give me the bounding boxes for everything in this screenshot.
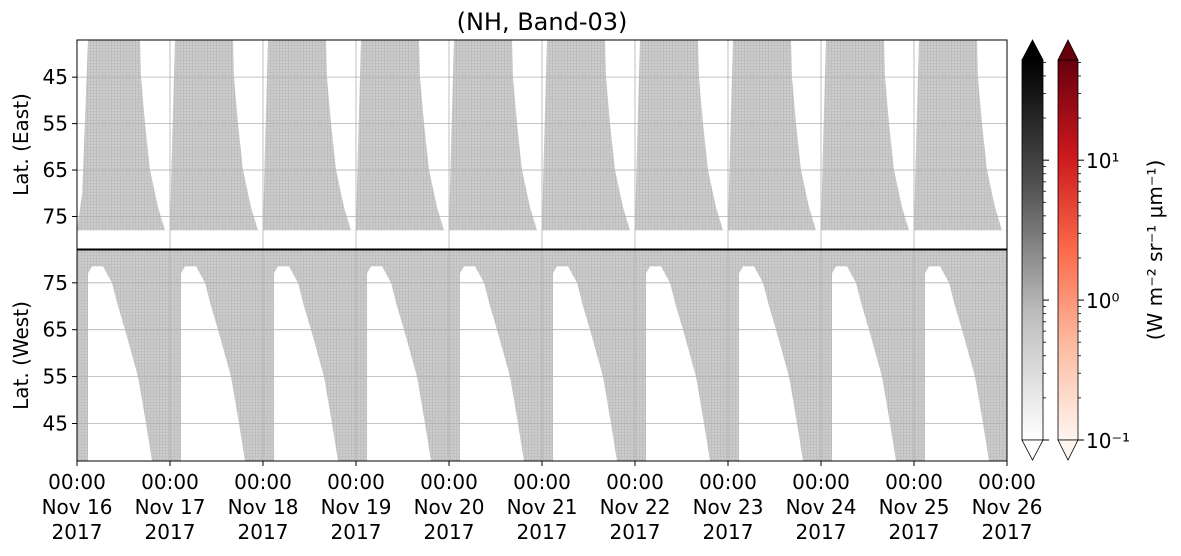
x-tick-label-line: Nov 18 (228, 495, 299, 519)
data-gap (326, 40, 361, 231)
colorbar-extend-max (1021, 39, 1044, 61)
x-tick-label-line: 2017 (145, 520, 196, 544)
x-tick-label: 00:00 Nov 16 2017 (42, 470, 113, 544)
colorbar-extend-max (1057, 39, 1079, 61)
x-tick-label: 00:00 Nov 21 2017 (507, 470, 578, 544)
data-gap (698, 40, 733, 231)
y-tick-label: 65 (43, 158, 68, 182)
y-tick-label: 75 (43, 204, 68, 228)
x-tick-label-line: Nov 25 (879, 495, 950, 519)
x-tick-label: 00:00 Nov 22 2017 (600, 470, 671, 544)
data-gap (512, 40, 547, 231)
data-gap (791, 40, 826, 231)
data-gap (646, 266, 710, 461)
x-tick-label: 00:00 Nov 20 2017 (414, 470, 485, 544)
x-tick-label: 00:00 Nov 24 2017 (786, 470, 857, 544)
data-gap (832, 266, 896, 461)
data-gap (605, 40, 640, 231)
colorbar-extend-min (1021, 439, 1044, 461)
x-tick-label-line: 2017 (52, 520, 103, 544)
data-gap (77, 40, 88, 231)
x-tick-label-line: 2017 (424, 520, 475, 544)
y-tick-label: 45 (43, 411, 68, 435)
x-tick-label-line: 00:00 (699, 470, 757, 494)
x-tick-label: 00:00 Nov 25 2017 (879, 470, 950, 544)
data-gap (233, 40, 268, 231)
panel-frame (76, 249, 1008, 462)
x-tick-label-line: Nov 17 (135, 495, 206, 519)
data-gap (977, 40, 1007, 231)
x-tick-label-line: Nov 24 (786, 495, 857, 519)
data-gap (884, 40, 919, 231)
x-tick-label-line: 00:00 (606, 470, 664, 494)
data-gap (140, 40, 175, 231)
x-tick-label: 00:00 Nov 26 2017 (972, 470, 1043, 544)
data-gap (419, 40, 454, 231)
x-tick-label-line: 2017 (238, 520, 289, 544)
chart-title: (NH, Band-03) (457, 8, 628, 36)
x-tick-label-line: 00:00 (48, 470, 106, 494)
x-tick-label: 00:00 Nov 17 2017 (135, 470, 206, 544)
data-gap (274, 266, 338, 461)
x-tick-label-line: 2017 (610, 520, 661, 544)
x-tick-label-line: Nov 23 (693, 495, 764, 519)
y-tick-label: 45 (43, 65, 68, 89)
x-tick-label-line: Nov 21 (507, 495, 578, 519)
colorbar-tick-label: 10⁻¹ (1086, 429, 1130, 453)
x-tick-label-line: 00:00 (420, 470, 478, 494)
x-tick-label-line: 00:00 (978, 470, 1036, 494)
colorbar (1021, 59, 1044, 441)
x-tick-label-line: Nov 16 (42, 495, 113, 519)
x-tick-label-line: 00:00 (327, 470, 385, 494)
y-axis-label: Lat. (East) (9, 93, 33, 196)
x-tick-label-line: 00:00 (885, 470, 943, 494)
x-tick-label-line: Nov 20 (414, 495, 485, 519)
y-axis-label: Lat. (West) (9, 301, 33, 410)
data-gap (739, 266, 803, 461)
x-tick-label-line: 2017 (331, 520, 382, 544)
y-tick-label: 55 (43, 112, 68, 136)
data-gap (181, 266, 245, 461)
x-tick-label-line: 00:00 (234, 470, 292, 494)
y-tick-label: 75 (43, 271, 68, 295)
data-gap (367, 266, 431, 461)
y-tick-label: 55 (43, 365, 68, 389)
data-gap (553, 266, 617, 461)
x-tick-label: 00:00 Nov 23 2017 (693, 470, 764, 544)
x-tick-label: 00:00 Nov 19 2017 (321, 470, 392, 544)
x-tick-label: 00:00 Nov 18 2017 (228, 470, 299, 544)
x-tick-label-line: 2017 (796, 520, 847, 544)
data-gap (925, 266, 989, 461)
x-tick-label-line: 2017 (982, 520, 1033, 544)
data-gap (460, 266, 524, 461)
x-tick-label-line: Nov 19 (321, 495, 392, 519)
x-tick-label-line: 00:00 (141, 470, 199, 494)
colorbar-label: (W m⁻² sr⁻¹ μm⁻¹) (1143, 160, 1167, 341)
colorbar-extend-min (1057, 439, 1079, 461)
colorbar-tick-label: 10⁰ (1086, 289, 1119, 313)
x-tick-label-line: 00:00 (792, 470, 850, 494)
x-tick-label-line: 2017 (889, 520, 940, 544)
panel-frame (76, 39, 1008, 250)
x-tick-label-line: 2017 (517, 520, 568, 544)
data-gap (88, 266, 152, 461)
x-tick-label-line: Nov 22 (600, 495, 671, 519)
colorbar (1057, 59, 1079, 441)
x-tick-label-line: Nov 26 (972, 495, 1043, 519)
panel (77, 40, 1007, 249)
colorbar-tick-label: 10¹ (1086, 149, 1119, 173)
x-tick-label-line: 00:00 (513, 470, 571, 494)
y-tick-label: 65 (43, 318, 68, 342)
x-tick-label-line: 2017 (703, 520, 754, 544)
